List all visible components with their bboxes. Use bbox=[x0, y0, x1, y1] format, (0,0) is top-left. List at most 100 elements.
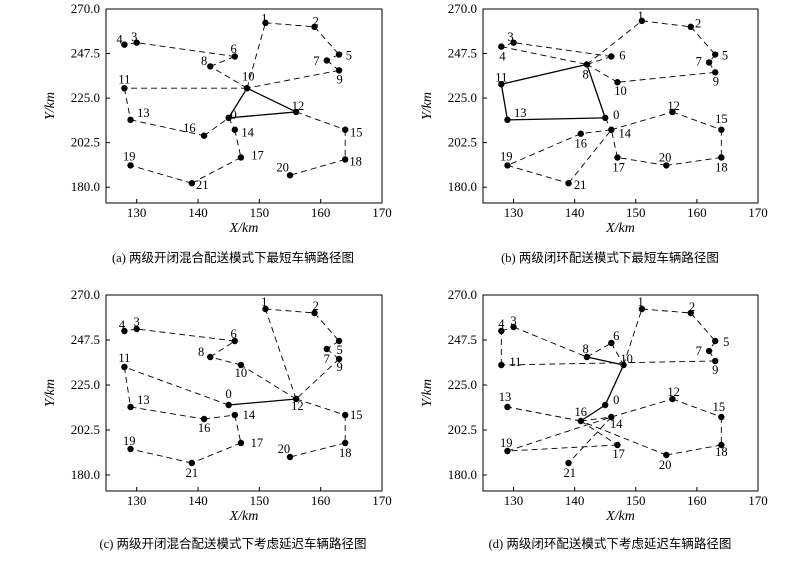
node-label-9: 9 bbox=[712, 363, 718, 377]
route-edge-dashed-8-6 bbox=[586, 342, 612, 358]
node-label-6: 6 bbox=[230, 327, 236, 341]
y-tick-label: 202.5 bbox=[448, 135, 477, 150]
node-label-1: 1 bbox=[638, 295, 644, 309]
route-edge-dashed-9-11 bbox=[501, 360, 716, 366]
node-label-0: 0 bbox=[226, 387, 232, 401]
node-point-12 bbox=[292, 108, 300, 116]
node-label-8: 8 bbox=[201, 54, 207, 68]
node-label-14: 14 bbox=[241, 126, 254, 140]
x-tick-label: 140 bbox=[565, 493, 585, 508]
node-point-20 bbox=[286, 453, 294, 461]
node-point-15 bbox=[718, 413, 725, 421]
chart-panel-a: 130 140 150 160 170180.0202.5225.0247.5270.0… bbox=[43, 1, 392, 265]
node-point-7 bbox=[323, 345, 330, 353]
node-label-7: 7 bbox=[324, 352, 330, 366]
node-label-9: 9 bbox=[337, 360, 343, 374]
route-edge-dashed-2-5 bbox=[690, 312, 716, 342]
route-edge-dashed-11-13 bbox=[123, 366, 131, 408]
node-label-6: 6 bbox=[230, 42, 236, 56]
node-point-6 bbox=[231, 53, 238, 60]
node-label-20: 20 bbox=[276, 160, 289, 174]
node-point-9 bbox=[335, 67, 343, 74]
node-point-15 bbox=[342, 126, 349, 133]
route-edge-solid-10-0 bbox=[604, 364, 625, 406]
node-point-17 bbox=[614, 154, 621, 161]
node-point-14 bbox=[608, 126, 615, 133]
route-edge-dashed-19-21 bbox=[507, 164, 569, 184]
node-point-15 bbox=[342, 411, 349, 419]
node-label-6: 6 bbox=[619, 49, 625, 63]
node-label-17: 17 bbox=[251, 436, 264, 450]
node-point-16 bbox=[577, 417, 584, 425]
route-edge-dashed-6-3 bbox=[513, 42, 612, 57]
x-axis-label: X/km bbox=[229, 221, 259, 236]
x-tick-label: 150 bbox=[250, 493, 270, 508]
node-label-20: 20 bbox=[278, 442, 291, 456]
node-label-12: 12 bbox=[667, 385, 680, 399]
route-edge-dashed-13-16 bbox=[130, 119, 205, 137]
node-label-15: 15 bbox=[713, 400, 726, 414]
node-label-13: 13 bbox=[137, 393, 150, 407]
node-label-0: 0 bbox=[613, 108, 619, 122]
x-tick-label: 140 bbox=[188, 205, 208, 220]
node-label-3: 3 bbox=[134, 315, 140, 329]
node-point-1 bbox=[638, 305, 646, 313]
node-label-7: 7 bbox=[696, 344, 702, 358]
route-edge-dashed-14-12 bbox=[611, 111, 673, 131]
node-label-8: 8 bbox=[583, 342, 589, 356]
x-tick-label: 140 bbox=[565, 205, 585, 220]
node-point-10 bbox=[237, 361, 245, 369]
node-label-19: 19 bbox=[123, 434, 136, 448]
node-point-8 bbox=[583, 353, 591, 361]
node-point-5 bbox=[335, 337, 343, 345]
node-label-19: 19 bbox=[123, 149, 136, 163]
node-point-8 bbox=[207, 63, 214, 70]
node-point-6 bbox=[231, 337, 238, 345]
node-label-19: 19 bbox=[500, 436, 513, 450]
node-point-11 bbox=[498, 361, 505, 369]
y-tick-label: 180.0 bbox=[448, 179, 477, 194]
x-axis-label: X/km bbox=[229, 509, 259, 524]
route-edge-dashed-16-0 bbox=[203, 117, 229, 137]
node-point-12 bbox=[669, 395, 676, 403]
node-point-3 bbox=[510, 323, 517, 331]
x-tick-label: 160 bbox=[311, 493, 331, 508]
node-point-4 bbox=[498, 43, 505, 50]
route-edge-dashed-1-2 bbox=[641, 20, 691, 28]
node-label-9: 9 bbox=[337, 72, 343, 86]
node-label-13: 13 bbox=[137, 106, 150, 120]
y-tick-label: 247.5 bbox=[71, 332, 100, 347]
node-point-8 bbox=[583, 61, 591, 68]
node-label-17: 17 bbox=[612, 160, 625, 174]
node-point-7 bbox=[705, 59, 713, 66]
node-label-10: 10 bbox=[242, 69, 255, 83]
node-label-10: 10 bbox=[614, 84, 627, 98]
route-edge-dashed-14-21 bbox=[568, 416, 612, 464]
chart-panel-b: 130 140 150 160 170180.0202.5225.0247.5270.0… bbox=[420, 1, 768, 265]
node-point-19 bbox=[127, 162, 134, 169]
route-edge-dashed-18-20 bbox=[289, 442, 346, 458]
route-edge-dashed-12-1 bbox=[265, 308, 297, 400]
y-tick-label: 270.0 bbox=[448, 1, 477, 16]
x-tick-label: 170 bbox=[372, 205, 392, 220]
node-point-3 bbox=[510, 39, 517, 46]
node-label-1: 1 bbox=[638, 9, 644, 23]
route-edge-dashed-12-15 bbox=[672, 398, 722, 418]
node-point-6 bbox=[608, 339, 615, 347]
node-label-4: 4 bbox=[498, 317, 505, 331]
y-tick-label: 270.0 bbox=[71, 287, 100, 302]
route-edge-dashed-6-3 bbox=[136, 42, 235, 57]
y-tick-label: 270.0 bbox=[71, 1, 100, 16]
node-label-14: 14 bbox=[610, 417, 623, 431]
route-edge-solid-13-0 bbox=[507, 117, 606, 121]
node-label-21: 21 bbox=[574, 178, 587, 192]
node-point-13 bbox=[504, 403, 511, 411]
y-tick-label: 225.0 bbox=[448, 377, 477, 392]
node-label-8: 8 bbox=[583, 67, 589, 81]
route-edge-dashed-18-20 bbox=[666, 444, 722, 456]
route-edge-dashed-16-13 bbox=[507, 406, 581, 422]
node-point-17 bbox=[237, 439, 245, 447]
node-label-5: 5 bbox=[723, 335, 729, 349]
y-tick-label: 247.5 bbox=[448, 46, 477, 61]
